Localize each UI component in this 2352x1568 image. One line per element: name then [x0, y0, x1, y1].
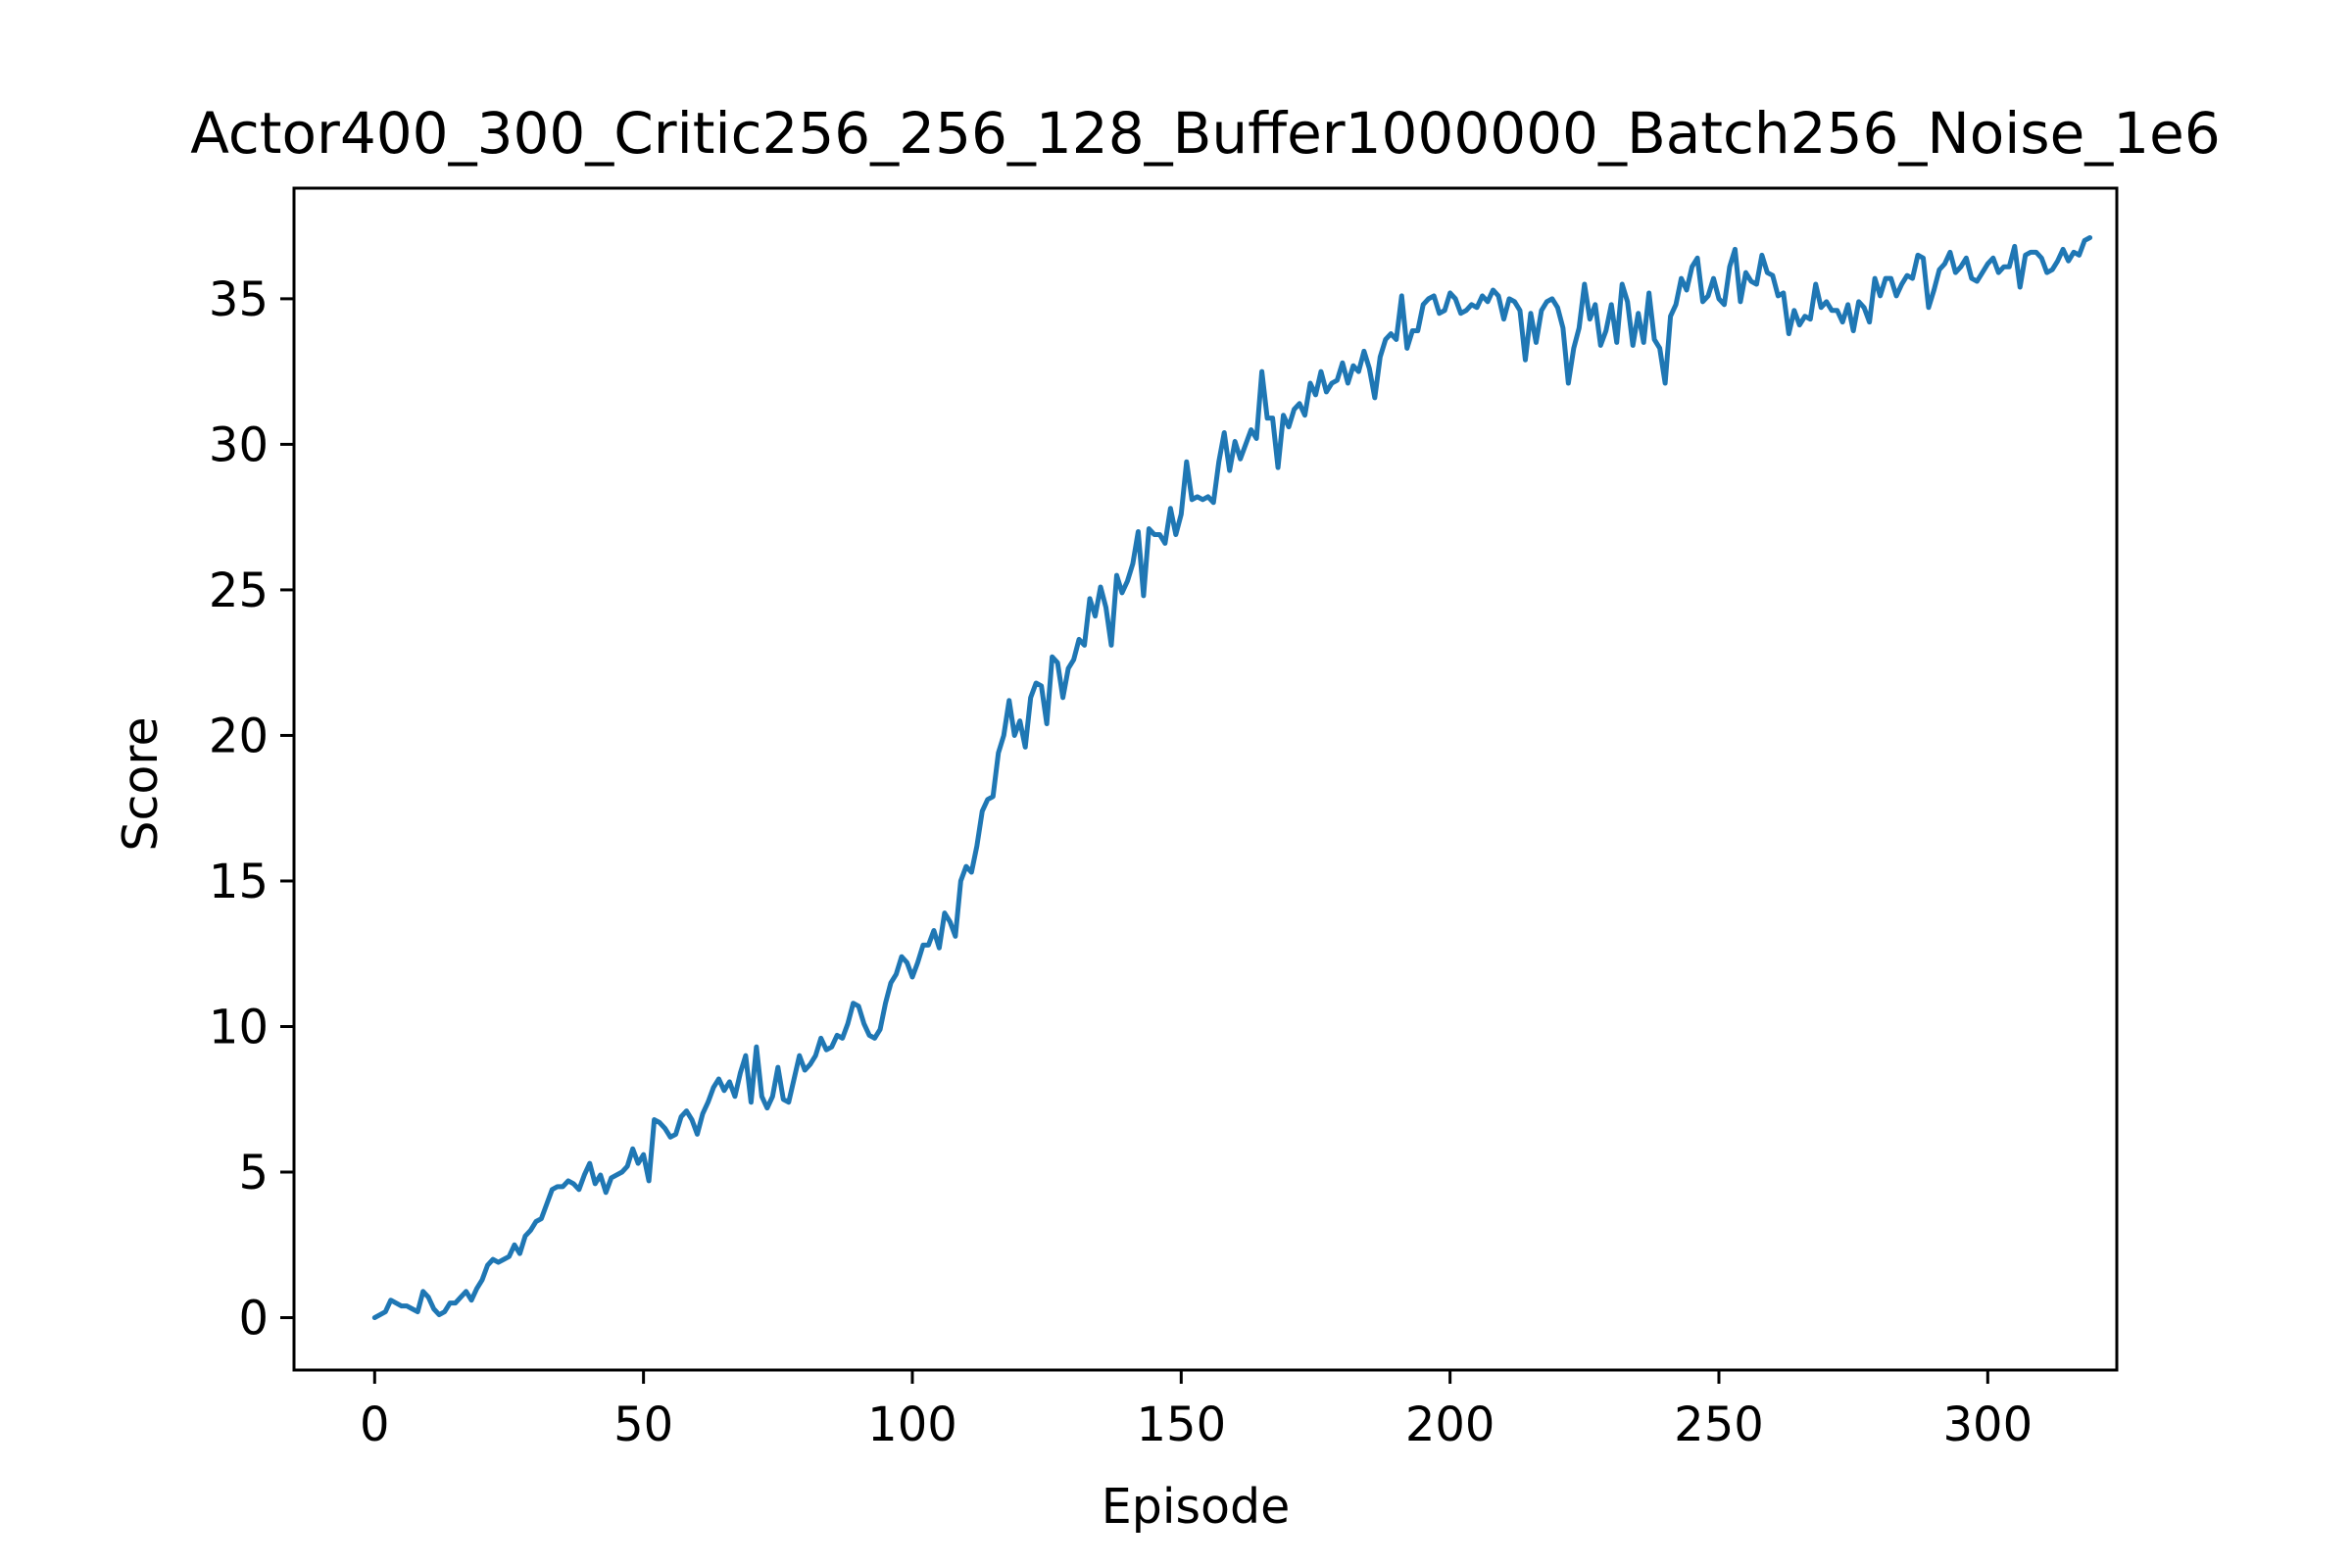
x-tick-label: 150: [1136, 1397, 1226, 1452]
y-tick-label: 15: [209, 855, 269, 909]
y-axis: 0 5 10 15 20 25 30 35: [209, 272, 294, 1347]
y-tick-label: 0: [238, 1292, 269, 1347]
series-line-score: [371, 235, 2093, 1321]
y-tick-label: 10: [209, 1000, 269, 1054]
y-axis-label: Score: [113, 716, 169, 851]
y-tick-label: 35: [209, 272, 269, 327]
x-axis-label: Episode: [1102, 1479, 1290, 1535]
y-tick-label: 25: [209, 564, 269, 618]
x-tick-label: 200: [1405, 1397, 1495, 1452]
x-axis: 0 50 100 150 200 250 300: [360, 1370, 2033, 1452]
y-tick-label: 20: [209, 709, 269, 763]
plot-area-frame: [292, 186, 2119, 1372]
y-tick-label: 5: [238, 1146, 269, 1200]
y-tick-label: 30: [209, 417, 269, 472]
x-tick-label: 300: [1943, 1397, 2034, 1452]
x-tick-label: 250: [1674, 1397, 1764, 1452]
x-tick-label: 0: [360, 1397, 390, 1452]
x-tick-label: 100: [867, 1397, 957, 1452]
x-tick-label: 50: [613, 1397, 673, 1452]
chart-title: Actor400_300_Critic256_256_128_Buffer100…: [190, 100, 2221, 167]
